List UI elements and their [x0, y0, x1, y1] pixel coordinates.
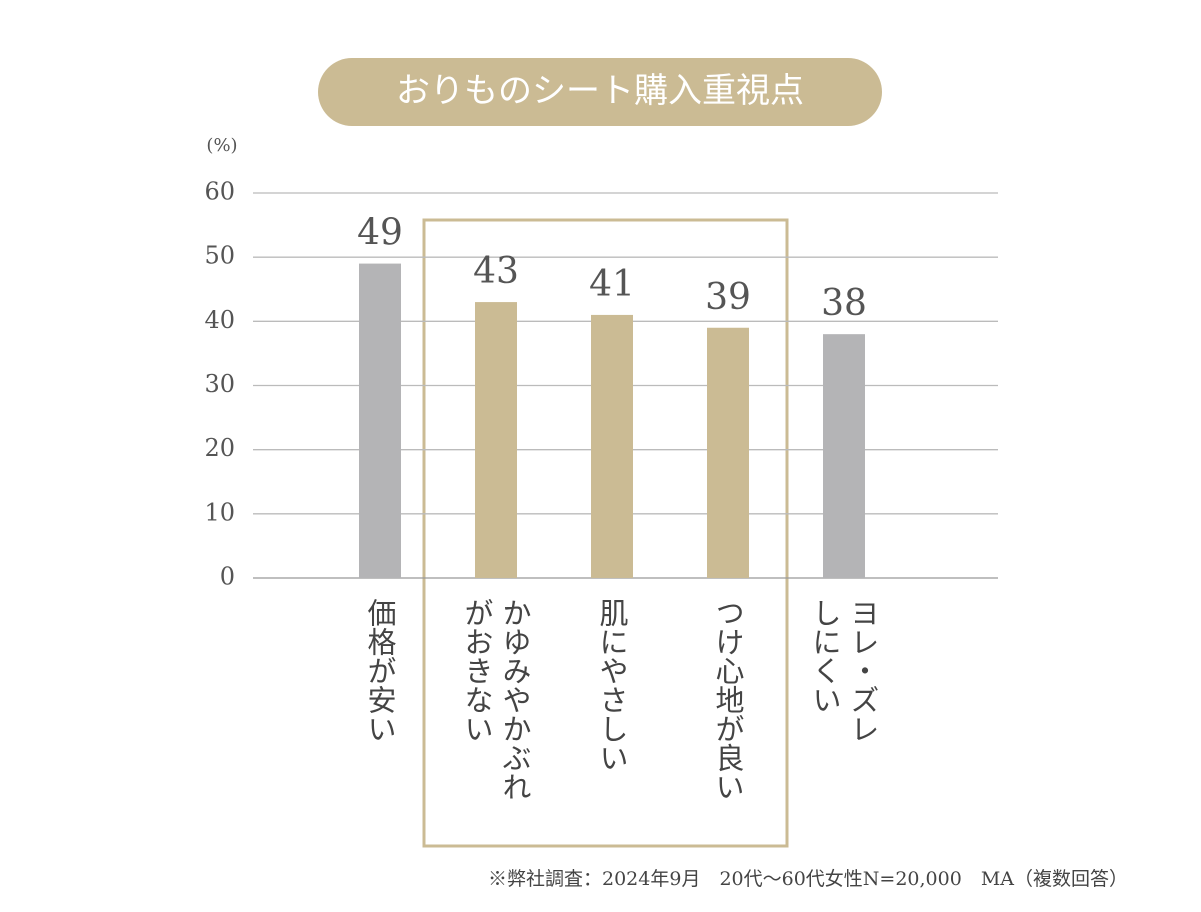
y-tick-label: 10	[204, 498, 235, 526]
footnote: ※弊社調査：2024年9月 20代～60代女性N=20,000 MA（複数回答）	[488, 868, 1128, 890]
x-tick-label: 肌にやさしい	[595, 598, 629, 772]
title-pill	[318, 58, 882, 126]
x-tick-label: 価格が安い	[363, 598, 397, 743]
highlight-frame	[422, 218, 789, 848]
x-tick-label: がおきない	[460, 598, 494, 743]
bar	[823, 334, 865, 578]
y-tick-label: 60	[204, 178, 235, 206]
value-label: 41	[589, 264, 635, 305]
value-label: 39	[705, 277, 751, 318]
value-label: 49	[357, 213, 403, 254]
value-label: 38	[821, 283, 867, 324]
value-label: 43	[473, 251, 519, 292]
y-tick-label: 30	[204, 370, 235, 398]
unit-label: (%)	[206, 135, 237, 156]
y-tick-label: 50	[204, 242, 235, 270]
y-tick-label: 0	[220, 563, 235, 591]
bar	[475, 302, 517, 578]
x-tick-label: しにくい	[808, 598, 842, 714]
y-tick-label: 20	[204, 434, 235, 462]
y-tick-label: 40	[204, 306, 235, 334]
bar	[707, 327, 749, 578]
x-tick-label: つけ心地が良い	[711, 598, 745, 801]
chart-title: おりものシート購入重視点	[396, 71, 804, 111]
bar	[359, 263, 401, 578]
x-tick-label: ヨレ・ズレ	[846, 598, 880, 743]
bar	[591, 314, 633, 578]
x-tick-label: かゆみやかぶれ	[498, 598, 532, 801]
